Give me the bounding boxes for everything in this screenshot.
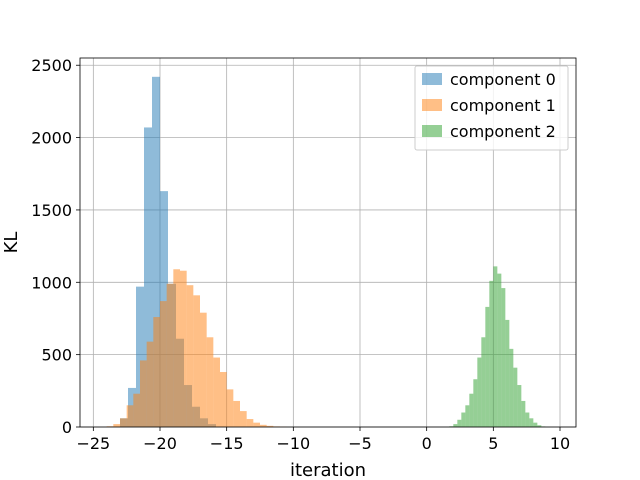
histogram-bar-series-2 xyxy=(481,337,486,427)
histogram-bar-series-0 xyxy=(136,286,144,427)
histogram-bar-series-0 xyxy=(152,76,160,427)
y-tick-label: 0 xyxy=(62,418,72,437)
histogram-bar-series-1 xyxy=(260,424,267,427)
histogram-bar-series-1 xyxy=(140,360,147,427)
histogram-bar-series-2 xyxy=(513,367,518,427)
y-axis-label: KL xyxy=(1,232,22,254)
legend-swatch xyxy=(422,125,442,137)
x-tick-label: 5 xyxy=(488,434,498,453)
histogram-bar-series-2 xyxy=(533,422,538,427)
x-tick-label: −20 xyxy=(143,434,177,453)
histogram-bar-series-2 xyxy=(517,385,522,427)
legend-swatch xyxy=(422,99,442,111)
histogram-bar-series-2 xyxy=(537,425,542,427)
histogram-bar-series-1 xyxy=(266,425,274,427)
histogram-bar-series-1 xyxy=(253,422,260,427)
x-tick-label: 10 xyxy=(550,434,570,453)
legend-label: component 2 xyxy=(450,122,556,141)
histogram-bar-series-1 xyxy=(246,419,254,427)
histogram-bar-series-2 xyxy=(521,400,526,427)
histogram-bar-series-2 xyxy=(497,273,502,427)
histogram-bar-series-1 xyxy=(193,295,200,427)
histogram-bar-series-2 xyxy=(489,280,494,427)
histogram-bar-series-2 xyxy=(501,288,506,427)
histogram-bar-series-2 xyxy=(469,393,474,427)
y-tick-label: 1000 xyxy=(31,273,72,292)
histogram-bar-series-1 xyxy=(133,393,140,427)
x-tick-label: 0 xyxy=(422,434,432,453)
histogram-bar-series-1 xyxy=(240,411,247,427)
histogram-bar-series-1 xyxy=(173,269,180,427)
histogram-bars xyxy=(106,76,546,427)
plot-frame xyxy=(79,57,577,428)
legend-label: component 0 xyxy=(450,70,556,89)
x-axis-label: iteration xyxy=(290,460,366,480)
histogram-bar-series-2 xyxy=(461,412,466,427)
histogram-bar-series-2 xyxy=(473,379,478,427)
histogram-bar-series-1 xyxy=(113,424,120,427)
histogram-bar-series-2 xyxy=(477,357,482,427)
y-tick-label: 500 xyxy=(41,346,72,365)
legend: component 0 component 1 component 2 xyxy=(414,65,569,151)
x-tick-label: −15 xyxy=(210,434,244,453)
y-tick-label: 2500 xyxy=(31,56,72,75)
histogram-bar-series-1 xyxy=(213,357,220,427)
histogram-bar-series-1 xyxy=(166,283,174,427)
histogram-bar-series-2 xyxy=(509,348,514,427)
histogram-bar-series-2 xyxy=(529,418,534,427)
histogram-bar-series-2 xyxy=(485,306,490,427)
histogram-bar-series-2 xyxy=(465,405,470,427)
x-tick-label: −25 xyxy=(76,434,110,453)
x-tick-label: −5 xyxy=(348,434,372,453)
histogram-bar-series-1 xyxy=(233,400,240,427)
histogram-bar-series-2 xyxy=(493,266,498,427)
histogram-bar-series-1 xyxy=(153,317,160,427)
histogram-bar-series-1 xyxy=(120,418,127,427)
legend-box xyxy=(414,65,569,151)
histogram-bar-series-1 xyxy=(220,372,227,427)
x-tick-label: −10 xyxy=(276,434,310,453)
y-tick-label: 2000 xyxy=(31,129,72,148)
histogram-bar-series-1 xyxy=(206,337,214,427)
axis-ticks: −25 −20 −15 −10 −5 0 5 10 0 500 1000 1500 2000 2500 xyxy=(31,56,570,453)
legend-label: component 1 xyxy=(450,96,556,115)
histogram-bar-series-1 xyxy=(186,285,194,427)
histogram-bar-series-1 xyxy=(126,405,134,427)
histogram-bar-series-1 xyxy=(146,341,154,427)
histogram-bar-series-1 xyxy=(160,301,167,427)
histogram-bar-series-1 xyxy=(226,389,234,427)
histogram-bar-series-0 xyxy=(144,127,152,427)
legend-swatch xyxy=(422,73,442,85)
histogram-bar-series-2 xyxy=(505,319,510,427)
histogram-bar-series-1 xyxy=(200,312,207,427)
y-tick-label: 1500 xyxy=(31,201,72,220)
histogram-bar-series-2 xyxy=(453,424,458,427)
histogram-bar-series-2 xyxy=(525,412,530,427)
histogram-bar-series-2 xyxy=(457,419,462,427)
histogram-bar-series-1 xyxy=(180,270,187,427)
